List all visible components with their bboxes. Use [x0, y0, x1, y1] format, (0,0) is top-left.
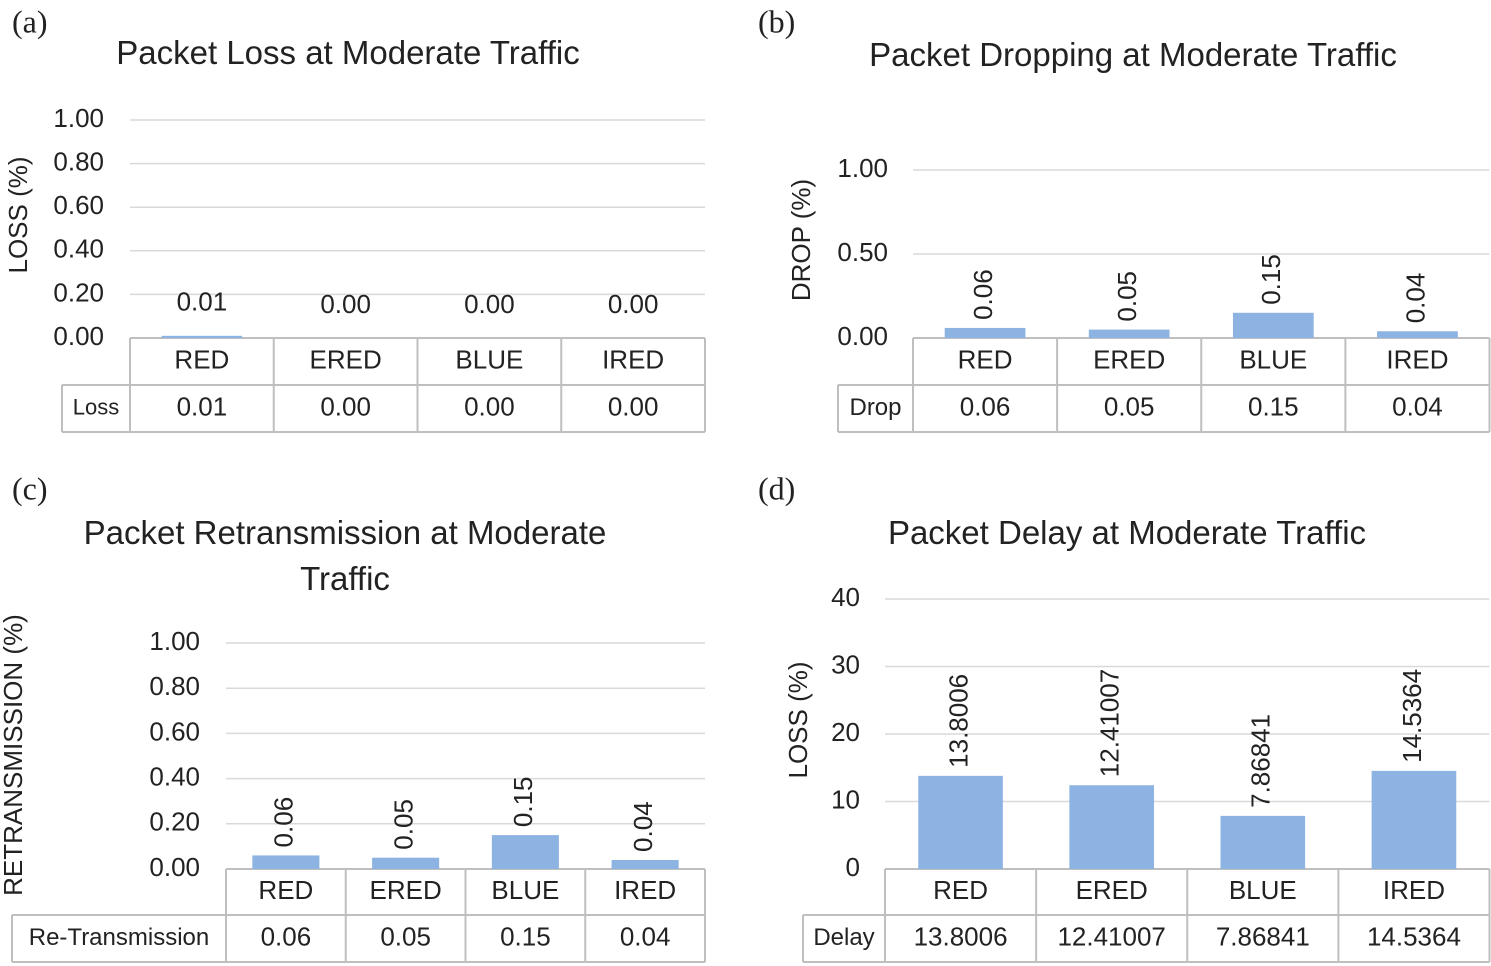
table-cell: 7.86841	[1216, 921, 1310, 951]
bar	[1220, 815, 1306, 869]
chart-title: Packet Retransmission at Moderate Traffi…	[83, 514, 607, 597]
y-tick-label: 0.60	[53, 190, 104, 220]
table-row-header: Delay	[813, 924, 874, 951]
data-label: 0.00	[464, 289, 515, 319]
data-label: 0.00	[608, 289, 659, 319]
y-tick-label: 1.00	[837, 153, 888, 183]
x-tick-label: RED	[958, 344, 1013, 374]
table-cell: 0.04	[1392, 391, 1443, 421]
data-label: 0.15	[508, 776, 538, 827]
x-tick-label: IRED	[614, 875, 676, 905]
x-tick-label: ERED	[1076, 875, 1148, 905]
bar	[611, 859, 679, 869]
table-cell: 0.05	[380, 921, 431, 951]
x-tick-label: RED	[174, 344, 229, 374]
data-label: 0.05	[1112, 271, 1142, 322]
bar	[491, 835, 559, 869]
y-tick-label: 1.00	[149, 626, 200, 656]
data-label: 12.41007	[1095, 669, 1125, 777]
y-tick-label: 0.20	[53, 277, 104, 307]
bar	[1088, 329, 1170, 338]
bar	[252, 855, 320, 869]
y-tick-label: 40	[831, 582, 860, 612]
chart-title: Packet Dropping at Moderate Traffic	[869, 36, 1397, 73]
data-label: 0.04	[628, 801, 658, 852]
y-tick-label: 20	[831, 717, 860, 747]
x-tick-label: BLUE	[491, 875, 559, 905]
x-tick-label: ERED	[310, 344, 382, 374]
y-tick-label: 0.00	[837, 321, 888, 351]
x-tick-label: ERED	[1093, 344, 1165, 374]
y-axis-label: DROP (%)	[786, 179, 816, 301]
data-label: 0.05	[389, 799, 419, 850]
data-label: 0.04	[1400, 273, 1430, 324]
table-row-header: Drop	[849, 394, 901, 421]
y-tick-label: 0.40	[149, 761, 200, 791]
panel-label: (d)	[758, 470, 795, 506]
table-cell: 0.00	[464, 391, 515, 421]
data-label: 7.86841	[1246, 714, 1276, 808]
x-tick-label: IRED	[602, 344, 664, 374]
data-label: 0.06	[968, 269, 998, 320]
data-label: 13.8006	[943, 674, 973, 768]
data-label: 0.06	[269, 797, 299, 848]
panel-label: (c)	[12, 470, 48, 506]
chart-title: Packet Delay at Moderate Traffic	[887, 514, 1367, 551]
table-row-header: Re-Transmission	[29, 924, 209, 951]
y-tick-label: 0.80	[149, 671, 200, 701]
bar	[918, 775, 1003, 869]
y-tick-label: 0.00	[53, 321, 104, 351]
table-cell: 0.04	[620, 921, 671, 951]
table-cell: 0.01	[177, 391, 228, 421]
y-tick-label: 0.00	[149, 852, 200, 882]
bar	[1232, 312, 1314, 338]
chart-title: Packet Loss at Moderate Traffic	[116, 34, 580, 71]
y-tick-label: 0.60	[149, 716, 200, 746]
y-tick-label: 0.40	[53, 234, 104, 264]
y-axis-label: LOSS (%)	[3, 156, 33, 273]
y-tick-label: 0.50	[837, 237, 888, 267]
y-axis-label: LOSS (%)	[783, 661, 813, 778]
table-cell: 0.00	[608, 391, 659, 421]
table-cell: 14.5364	[1367, 921, 1461, 951]
y-tick-label: 1.00	[53, 103, 104, 133]
table-cell: 0.06	[960, 391, 1011, 421]
data-label: 0.01	[177, 287, 228, 317]
bar	[1069, 785, 1155, 869]
x-tick-label: ERED	[370, 875, 442, 905]
y-tick-label: 0.80	[53, 146, 104, 176]
y-tick-label: 30	[831, 649, 860, 679]
x-tick-label: RED	[258, 875, 313, 905]
panel-label: (b)	[758, 3, 795, 39]
bar	[1371, 770, 1457, 869]
y-tick-label: 10	[831, 784, 860, 814]
table-cell: 0.15	[500, 921, 551, 951]
y-tick-label: 0	[846, 852, 860, 882]
table-cell: 0.00	[320, 391, 371, 421]
data-label: 0.00	[320, 289, 371, 319]
bar	[944, 327, 1026, 338]
table-cell: 0.15	[1248, 391, 1299, 421]
panel-label: (a)	[12, 3, 48, 39]
table-cell: 0.06	[261, 921, 312, 951]
x-tick-label: IRED	[1383, 875, 1445, 905]
table-cell: 13.8006	[914, 921, 1008, 951]
bar	[161, 335, 243, 338]
x-tick-label: BLUE	[1229, 875, 1297, 905]
data-label: 0.15	[1256, 254, 1286, 305]
x-tick-label: IRED	[1386, 344, 1448, 374]
y-axis-label: RETRANSMISSION (%)	[0, 614, 28, 896]
x-tick-label: BLUE	[455, 344, 523, 374]
bar	[1377, 331, 1458, 338]
y-tick-label: 0.20	[149, 807, 200, 837]
table-cell: 12.41007	[1057, 921, 1165, 951]
x-tick-label: BLUE	[1239, 344, 1307, 374]
data-label: 14.5364	[1397, 669, 1427, 763]
bar	[372, 857, 440, 869]
table-cell: 0.05	[1104, 391, 1155, 421]
x-tick-label: RED	[933, 875, 988, 905]
table-row-header: Loss	[73, 394, 119, 419]
